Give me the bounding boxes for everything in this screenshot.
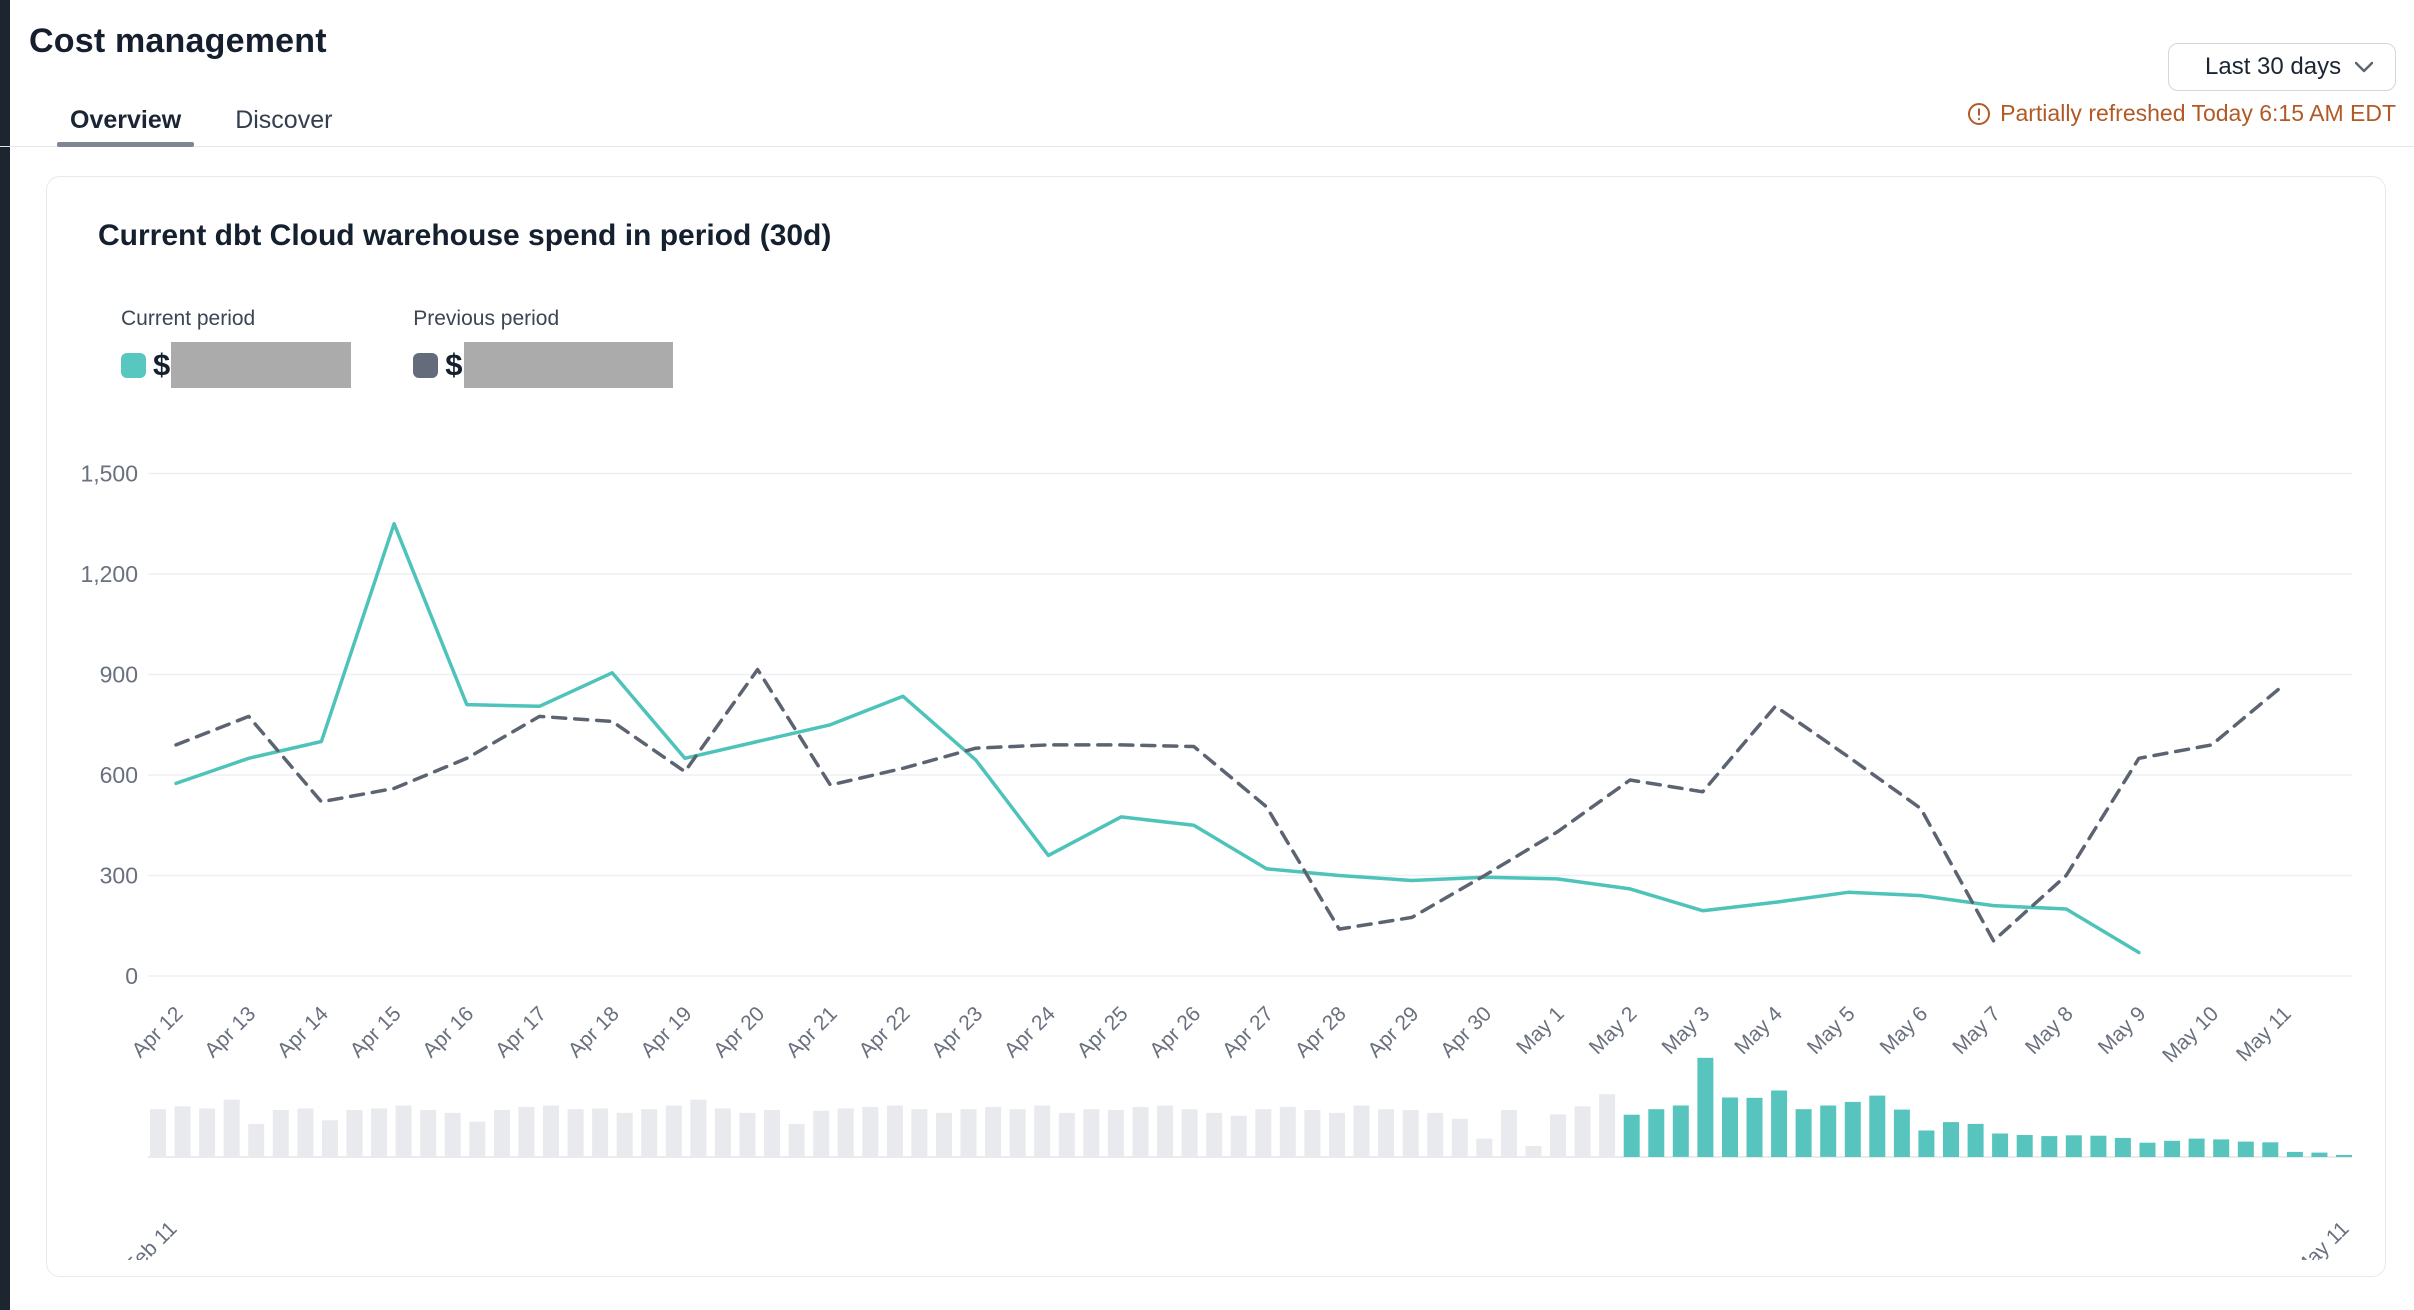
left-edge-sidebar-strip [0, 0, 10, 1310]
date-range-dropdown[interactable]: Last 30 days [2168, 43, 2396, 91]
spend-card: Current dbt Cloud warehouse spend in per… [46, 176, 2386, 1277]
svg-text:May 6: May 6 [1876, 1002, 1933, 1059]
svg-text:Apr 28: Apr 28 [1291, 1002, 1351, 1062]
svg-text:900: 900 [100, 662, 138, 688]
svg-text:Apr 29: Apr 29 [1363, 1002, 1423, 1062]
svg-text:Apr 13: Apr 13 [200, 1002, 260, 1062]
spend-chart: 0 300 600 900 1,200 1,500 Apr 12 Apr 13 Apr 14 Ap… [60, 430, 2360, 1261]
svg-text:1,200: 1,200 [80, 561, 138, 587]
svg-text:Apr 21: Apr 21 [782, 1002, 842, 1062]
svg-text:Apr 25: Apr 25 [1073, 1002, 1133, 1062]
legend-previous-swatch [413, 352, 439, 378]
svg-text:0: 0 [125, 963, 138, 989]
svg-text:300: 300 [100, 863, 138, 889]
previous-period-line [174, 667, 2287, 943]
svg-text:Apr 17: Apr 17 [491, 1002, 551, 1062]
current-spend-redacted-value [171, 342, 352, 388]
tab-overview[interactable]: Overview [57, 96, 195, 147]
svg-text:Apr 16: Apr 16 [418, 1002, 478, 1062]
svg-text:May 11: May 11 [2232, 1002, 2296, 1066]
brush-start-label: Feb 11 [120, 1217, 181, 1260]
chevron-down-icon [2354, 61, 2374, 73]
svg-text:Apr 30: Apr 30 [1436, 1002, 1496, 1062]
svg-text:May 2: May 2 [1585, 1002, 1642, 1059]
svg-text:Apr 19: Apr 19 [636, 1002, 696, 1062]
svg-text:Apr 26: Apr 26 [1145, 1002, 1205, 1062]
svg-text:May 7: May 7 [1948, 1002, 2005, 1059]
spend-card-title: Current dbt Cloud warehouse spend in per… [98, 219, 832, 252]
legend-current-label: Current period [121, 307, 256, 330]
currency-symbol: $ [445, 347, 463, 382]
refresh-status: Partially refreshed Today 6:15 AM EDT [1967, 100, 2396, 127]
date-range-value: Last 30 days [2205, 53, 2342, 80]
currency-symbol: $ [153, 347, 171, 382]
svg-text:Apr 12: Apr 12 [128, 1002, 188, 1062]
svg-text:600: 600 [100, 762, 138, 788]
alert-circle-icon [1968, 102, 1991, 125]
svg-text:May 8: May 8 [2021, 1002, 2078, 1059]
svg-text:Apr 27: Apr 27 [1218, 1002, 1278, 1062]
tabs: Overview Discover [57, 96, 2414, 147]
tabs-row: Overview Discover [0, 96, 2414, 147]
legend-previous-period: Previous period $ [413, 307, 673, 388]
svg-text:Apr 23: Apr 23 [927, 1002, 987, 1062]
svg-text:Apr 20: Apr 20 [709, 1002, 769, 1062]
brush-end-label: May 11 [2290, 1217, 2354, 1260]
svg-text:May 1: May 1 [1512, 1002, 1569, 1059]
svg-text:May 10: May 10 [2158, 1002, 2223, 1067]
svg-text:Apr 14: Apr 14 [273, 1002, 333, 1062]
tab-discover[interactable]: Discover [235, 106, 333, 134]
svg-text:May 3: May 3 [1658, 1002, 1715, 1059]
svg-text:Apr 15: Apr 15 [346, 1002, 406, 1062]
svg-text:May 5: May 5 [1803, 1002, 1860, 1059]
svg-text:May 9: May 9 [2094, 1002, 2151, 1059]
x-axis-labels: Apr 12 Apr 13 Apr 14 Apr 15 Apr 16 Apr 17 Apr … [128, 1002, 2296, 1067]
svg-text:Apr 24: Apr 24 [1000, 1002, 1060, 1062]
chart-legend: Current period $ Previous period $ [121, 307, 673, 388]
legend-previous-label: Previous period [413, 307, 560, 330]
previous-spend-redacted-value [463, 342, 673, 388]
y-grid: 0 300 600 900 1,200 1,500 [80, 461, 2352, 989]
svg-text:1,500: 1,500 [80, 461, 138, 487]
brush-bars[interactable] [150, 1057, 2352, 1158]
page-title: Cost management [29, 22, 327, 60]
svg-text:Apr 22: Apr 22 [855, 1002, 915, 1062]
current-period-line [174, 522, 2141, 955]
legend-current-swatch [121, 352, 146, 378]
svg-text:Apr 18: Apr 18 [564, 1002, 624, 1062]
legend-current-period: Current period $ [121, 307, 352, 388]
refresh-status-text: Partially refreshed Today 6:15 AM EDT [2000, 100, 2396, 126]
svg-text:May 4: May 4 [1730, 1002, 1787, 1059]
